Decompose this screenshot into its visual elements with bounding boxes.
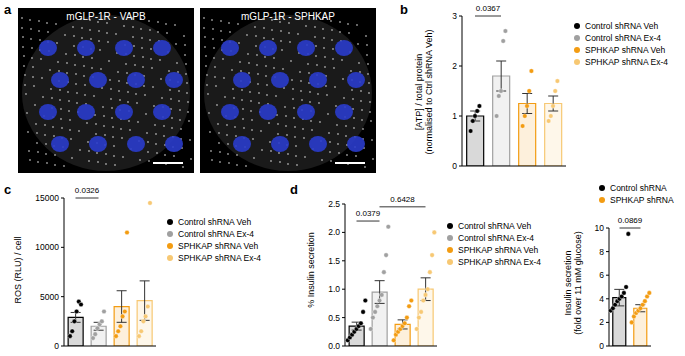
svg-text:mGLP-1R - VAPB: mGLP-1R - VAPB [66,11,146,22]
svg-text:0.0367: 0.0367 [476,4,501,13]
html-text:Control shRNA Veh: Control shRNA Veh [458,221,532,231]
svg-text:0: 0 [452,161,457,171]
html-text:Control shRNA: Control shRNA [610,183,667,193]
svg-text:10000: 10000 [35,242,59,252]
svg-text:% Insulin secretion: % Insulin secretion [306,232,316,308]
svg-text:5000: 5000 [40,292,59,302]
html-text:Control shRNA Veh: Control shRNA Veh [585,21,659,31]
svg-text:2: 2 [452,61,457,71]
html-text:a: a [4,2,12,17]
svg-text:0.0: 0.0 [328,341,340,351]
html-text:SPHKAP shRNA Veh: SPHKAP shRNA Veh [178,241,259,251]
svg-text:1: 1 [452,111,457,121]
svg-text:0.5: 0.5 [328,313,340,323]
svg-text:0.0379: 0.0379 [356,209,381,218]
svg-text:2: 2 [599,317,604,327]
html-text:b: b [400,2,408,17]
svg-text:15000: 15000 [35,193,59,203]
html-text:Control shRNA Ex-4: Control shRNA Ex-4 [585,33,662,43]
html-text:SPHKAP shRNA Ex-4: SPHKAP shRNA Ex-4 [458,257,541,267]
html-text:Control shRNA Ex-4: Control shRNA Ex-4 [458,233,535,243]
html-text:Control shRNA Ex-4: Control shRNA Ex-4 [178,229,255,239]
svg-text:3: 3 [452,11,457,21]
svg-text:0.0326: 0.0326 [75,186,100,195]
svg-text:(fold over 11 mM glucose): (fold over 11 mM glucose) [573,231,583,334]
svg-text:Insulin secretion: Insulin secretion [563,250,573,315]
html-text:SPHKAP shRNA Veh: SPHKAP shRNA Veh [458,245,539,255]
svg-text:2.0: 2.0 [328,227,340,237]
svg-text:0: 0 [54,341,59,351]
svg-text:[ATP] / total protein: [ATP] / total protein [414,54,424,130]
svg-text:10: 10 [595,223,605,233]
svg-text:6: 6 [599,270,604,280]
svg-text:4: 4 [599,294,604,304]
svg-text:ROS (RLU) / cell: ROS (RLU) / cell [13,236,23,303]
svg-text:0: 0 [599,341,604,351]
html-text:SPHKAP shRNA: SPHKAP shRNA [610,195,674,205]
html-text:SPHKAP shRNA Ex-4: SPHKAP shRNA Ex-4 [178,253,261,263]
svg-text:0.6428: 0.6428 [390,195,415,204]
svg-text:0.0869: 0.0869 [618,216,643,225]
html-text:Control shRNA Veh: Control shRNA Veh [178,217,252,227]
html-text:SPHKAP shRNA Ex-4: SPHKAP shRNA Ex-4 [585,57,668,67]
html-text:SPHKAP shRNA Veh: SPHKAP shRNA Veh [585,45,666,55]
svg-text:2.5: 2.5 [328,199,340,209]
svg-text:(normalised to Ctrl shRNA Veh): (normalised to Ctrl shRNA Veh) [424,29,434,154]
svg-text:8: 8 [599,247,604,257]
html-text:d: d [290,182,298,197]
svg-text:mGLP-1R - SPHKAP: mGLP-1R - SPHKAP [241,11,335,22]
svg-text:1.0: 1.0 [328,284,340,294]
svg-text:1.5: 1.5 [328,256,340,266]
html-text:c: c [4,182,12,197]
